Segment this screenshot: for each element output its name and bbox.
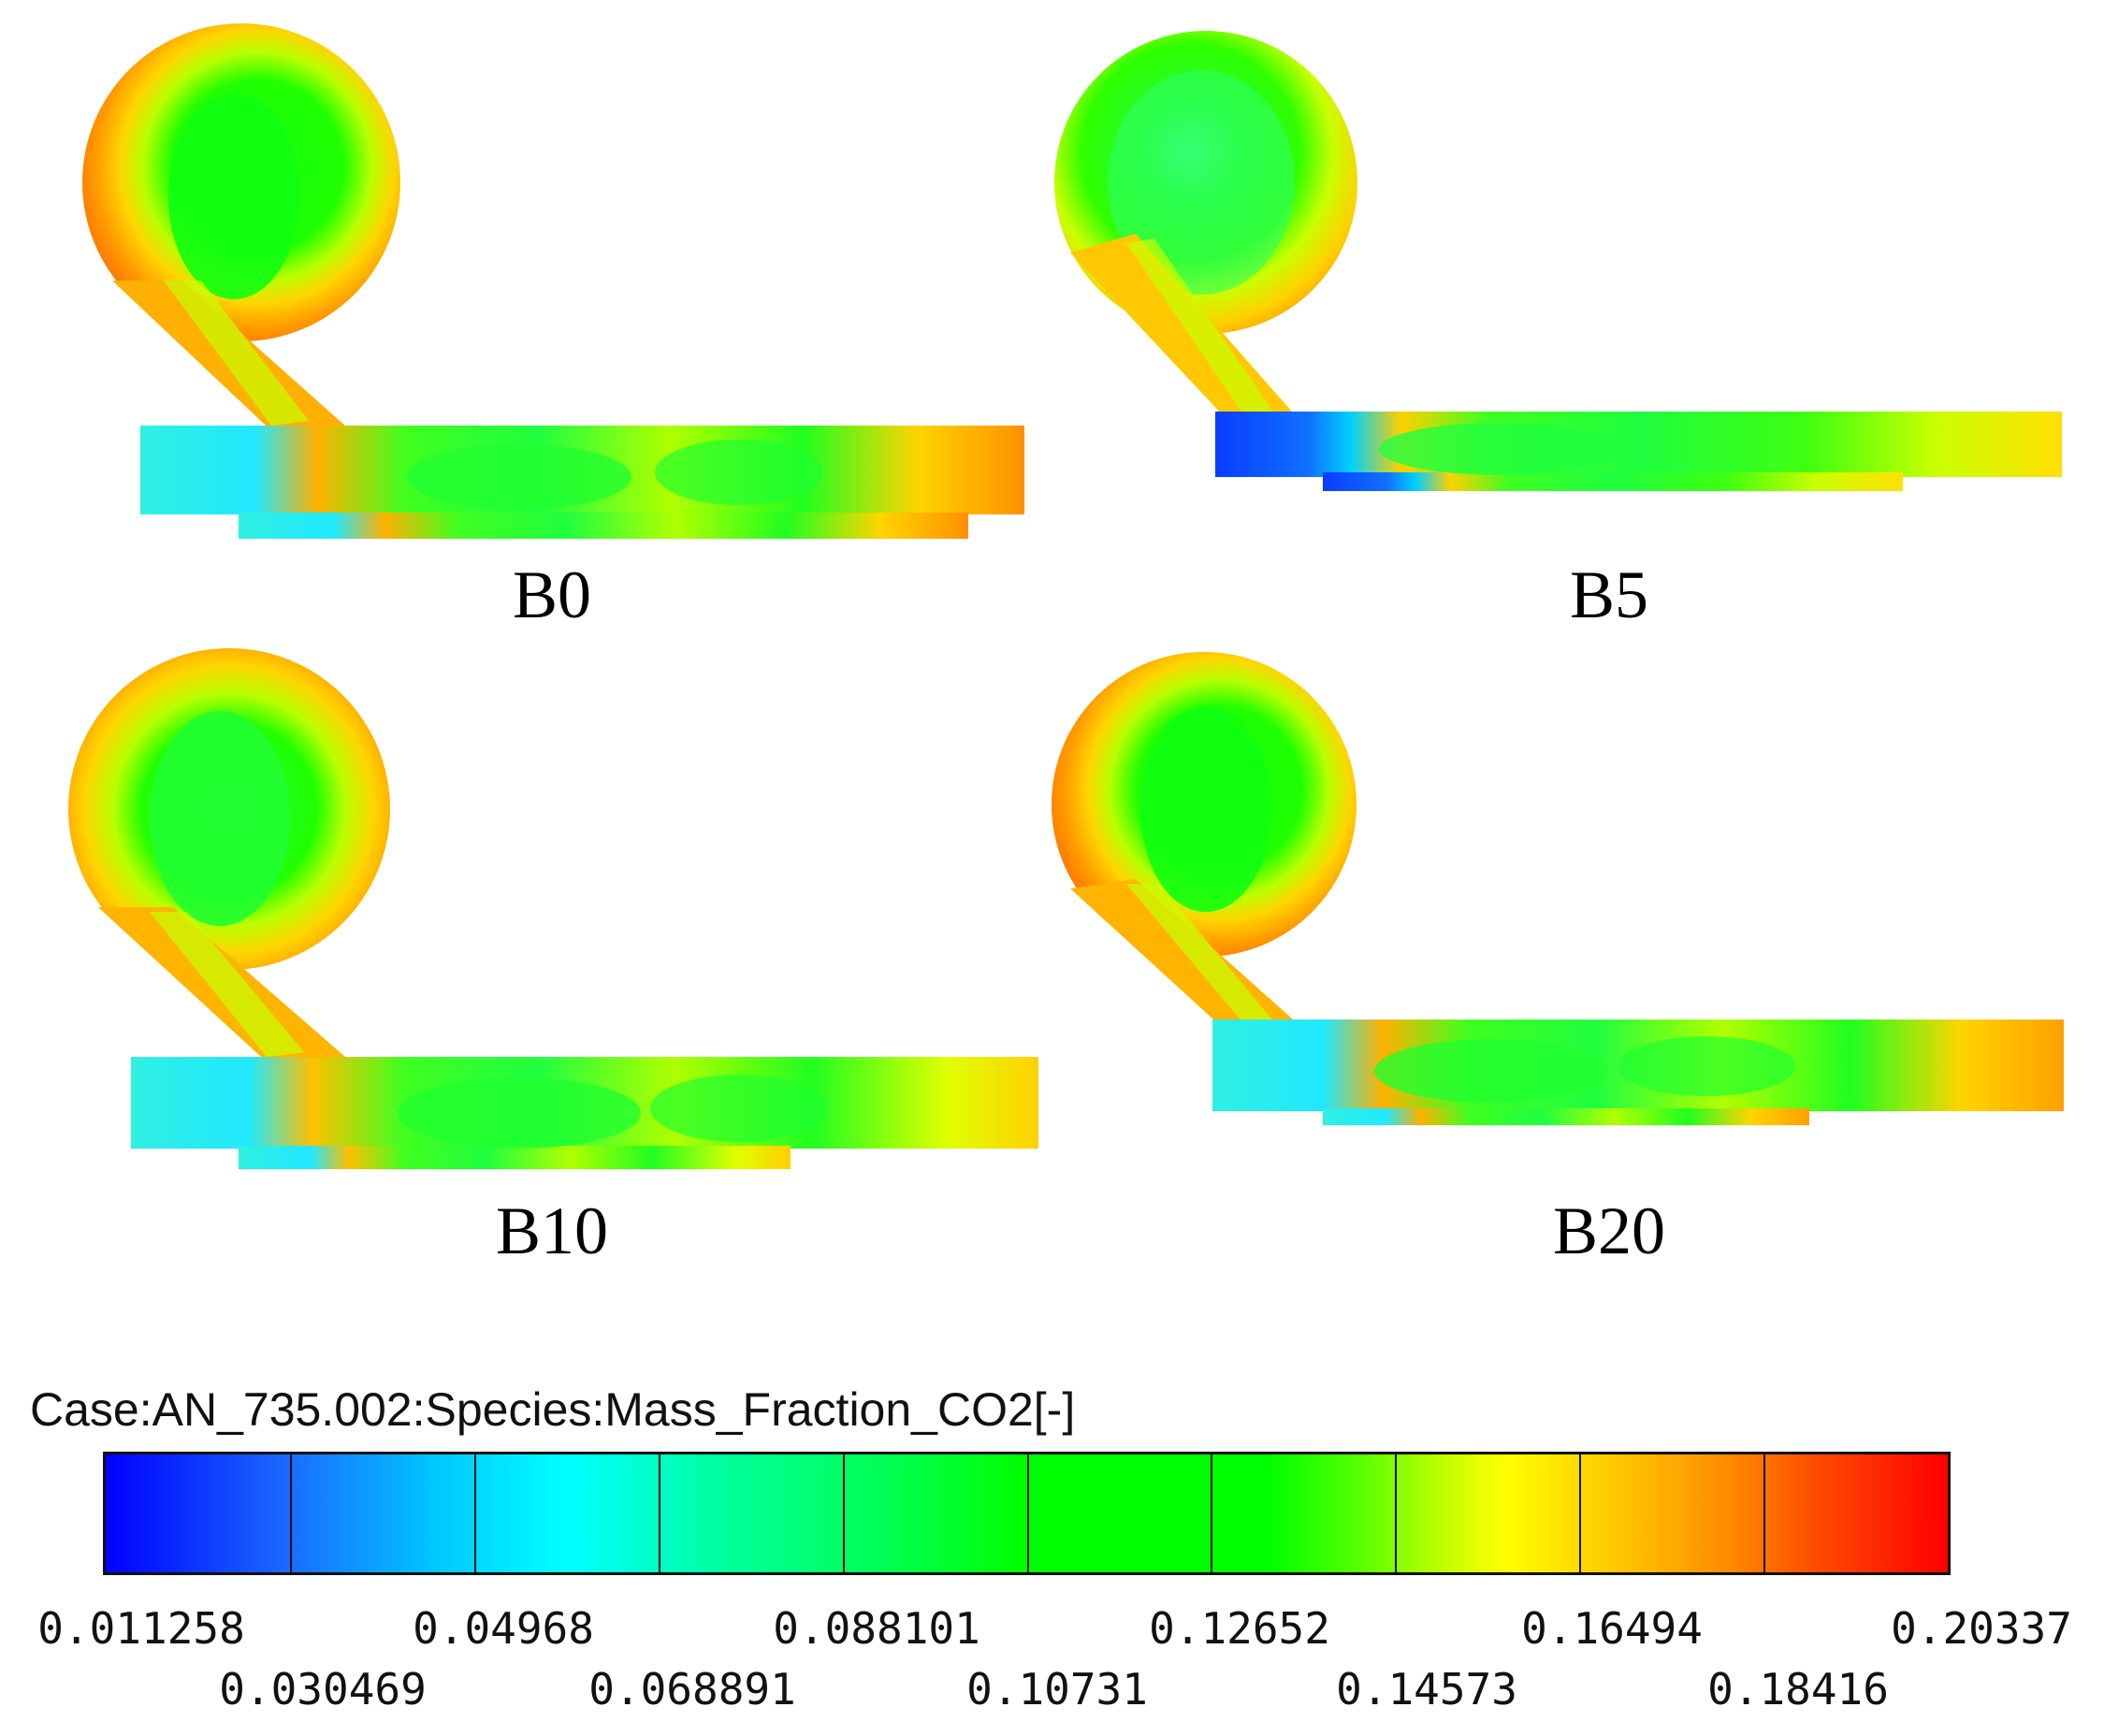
contour-panel-b5: B5 [1052,0,2103,632]
scale-tick-label: 0.011258 [37,1603,245,1654]
scale-tick-label: 0.030469 [219,1664,427,1714]
contour-panel-b0: B0 [0,0,1052,632]
legend-title: Case:AN_735.002:Species:Mass_Fraction_CO… [30,1383,1076,1436]
panel-label: B10 [495,1194,609,1268]
contour-panel-b10: B10 [0,645,1052,1268]
scale-tick-label: 0.12652 [1149,1603,1330,1654]
color-scale-bar [103,1452,1951,1575]
scale-tick-label: 0.20337 [1891,1603,2072,1654]
scale-tick-label: 0.088101 [773,1603,980,1654]
contour-plot-b20 [1052,652,2064,1125]
scale-tick-label: 0.16494 [1521,1603,1703,1654]
panel-label: B5 [1569,557,1649,632]
contour-plot-b5 [1054,31,2062,491]
contour-panel-b20: B20 [1052,645,2103,1268]
panel-label: B20 [1552,1194,1666,1268]
scale-tick-label: 0.04968 [413,1603,594,1654]
contour-plot-b0 [82,23,1024,539]
scale-tick-label: 0.10731 [966,1664,1148,1714]
scale-tick-label: 0.14573 [1336,1664,1517,1714]
contour-plot-b10 [68,648,1038,1169]
scale-tick-label: 0.18416 [1707,1664,1889,1714]
panel-label: B0 [512,557,592,632]
scale-tick-label: 0.068891 [588,1664,796,1714]
